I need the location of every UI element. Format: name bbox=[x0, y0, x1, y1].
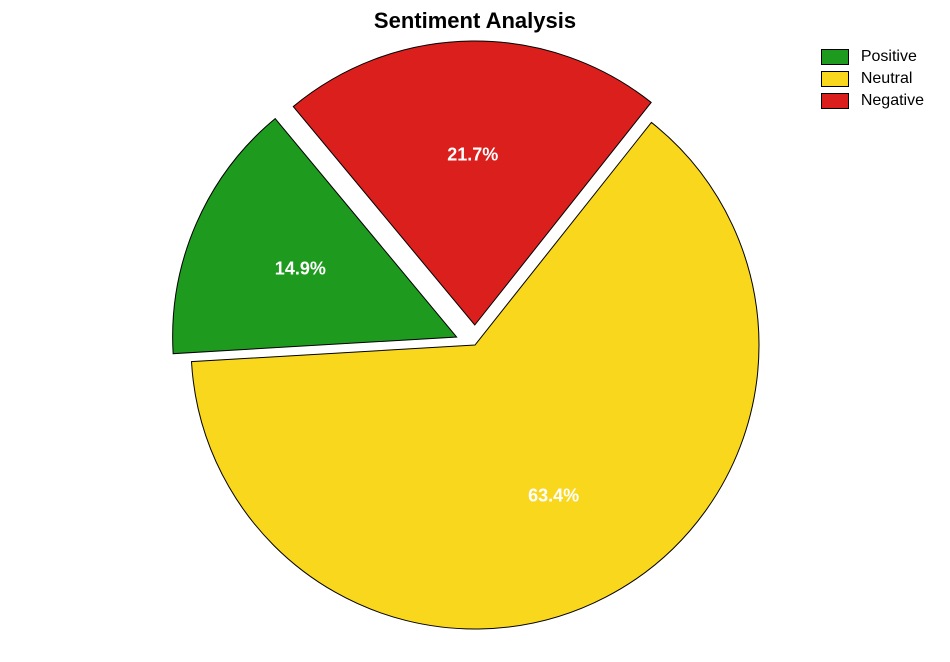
legend-label-negative: Negative bbox=[861, 92, 924, 110]
legend-item-negative: Negative bbox=[821, 92, 924, 110]
legend-item-positive: Positive bbox=[821, 48, 924, 66]
legend-swatch-positive bbox=[821, 49, 849, 65]
legend-swatch-neutral bbox=[821, 71, 849, 87]
legend-item-neutral: Neutral bbox=[821, 70, 924, 88]
slice-label-positive: 14.9% bbox=[275, 259, 326, 280]
legend-label-positive: Positive bbox=[861, 48, 917, 66]
slice-label-negative: 21.7% bbox=[447, 144, 498, 165]
legend-swatch-negative bbox=[821, 93, 849, 109]
pie-chart-svg bbox=[0, 0, 950, 662]
slice-label-neutral: 63.4% bbox=[528, 486, 579, 507]
legend-label-neutral: Neutral bbox=[861, 70, 913, 88]
legend: Positive Neutral Negative bbox=[821, 48, 924, 114]
pie-chart: 21.7% 14.9% 63.4% bbox=[0, 0, 950, 662]
